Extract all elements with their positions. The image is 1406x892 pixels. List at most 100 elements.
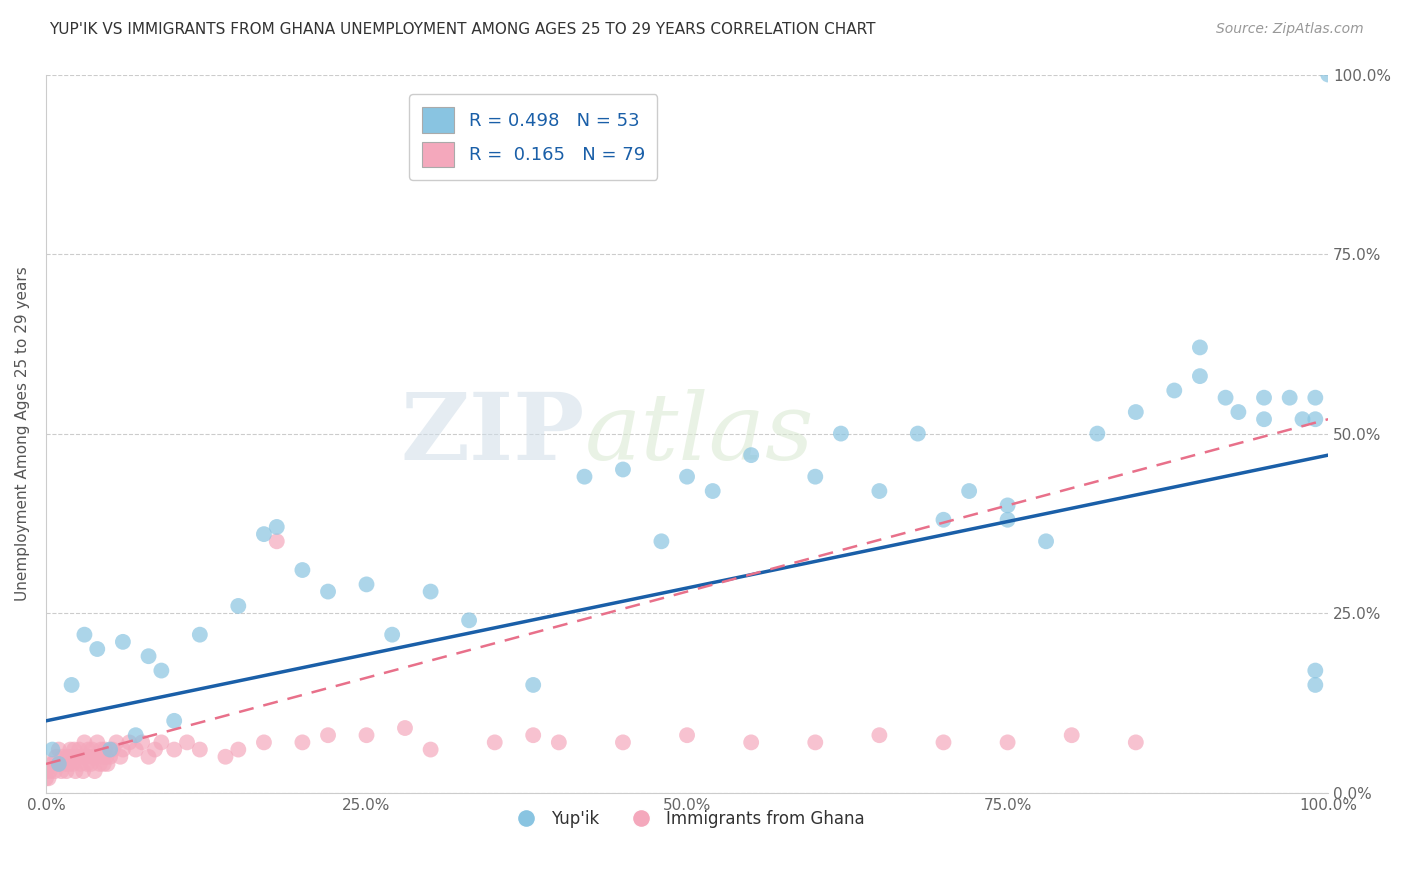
Point: [38, 764, 60, 778]
Point: [1253, 391, 1275, 405]
Point: [1085, 426, 1108, 441]
Point: [458, 613, 481, 627]
Point: [62, 756, 84, 771]
Point: [138, 649, 160, 664]
Point: [830, 426, 852, 441]
Point: [214, 749, 236, 764]
Point: [52, 749, 75, 764]
Point: [997, 735, 1019, 749]
Point: [316, 584, 339, 599]
Point: [110, 749, 132, 764]
Point: [1305, 678, 1327, 692]
Point: [1305, 412, 1327, 426]
Point: [804, 469, 827, 483]
Point: [48, 742, 70, 756]
Point: [60, 749, 83, 764]
Point: [96, 749, 118, 764]
Point: [35, 772, 58, 786]
Point: [138, 749, 160, 764]
Point: [111, 635, 134, 649]
Point: [868, 483, 890, 498]
Point: [1305, 391, 1327, 405]
Point: [38, 772, 60, 786]
Point: [612, 462, 634, 476]
Point: [48, 756, 70, 771]
Point: [176, 735, 198, 749]
Point: [932, 513, 955, 527]
Point: [188, 628, 211, 642]
Point: [131, 735, 153, 749]
Point: [266, 534, 288, 549]
Point: [45, 749, 67, 764]
Point: [125, 742, 148, 756]
Text: Source: ZipAtlas.com: Source: ZipAtlas.com: [1216, 22, 1364, 37]
Point: [35, 756, 58, 771]
Point: [105, 735, 128, 749]
Point: [98, 742, 121, 756]
Point: [98, 749, 121, 764]
Point: [89, 756, 111, 771]
Point: [125, 728, 148, 742]
Point: [101, 742, 124, 756]
Point: [740, 735, 762, 749]
Point: [226, 742, 249, 756]
Point: [1035, 534, 1057, 549]
Point: [957, 483, 980, 498]
Point: [150, 664, 173, 678]
Point: [73, 628, 96, 642]
Point: [77, 742, 100, 756]
Point: [67, 742, 90, 756]
Text: YUP'IK VS IMMIGRANTS FROM GHANA UNEMPLOYMENT AMONG AGES 25 TO 29 YEARS CORRELATI: YUP'IK VS IMMIGRANTS FROM GHANA UNEMPLOY…: [49, 22, 876, 37]
Point: [522, 728, 544, 742]
Point: [804, 735, 827, 749]
Point: [111, 742, 134, 756]
Point: [73, 735, 96, 749]
Text: atlas: atlas: [585, 389, 814, 479]
Point: [1278, 391, 1301, 405]
Point: [676, 728, 699, 742]
Point: [58, 756, 80, 771]
Point: [41, 742, 63, 756]
Point: [676, 469, 699, 483]
Point: [394, 721, 416, 735]
Point: [1188, 369, 1211, 384]
Point: [93, 756, 115, 771]
Point: [82, 742, 104, 756]
Point: [1125, 405, 1147, 419]
Point: [69, 756, 91, 771]
Point: [253, 527, 276, 541]
Point: [59, 742, 82, 756]
Point: [63, 742, 86, 756]
Point: [316, 728, 339, 742]
Point: [419, 584, 441, 599]
Point: [83, 764, 105, 778]
Point: [96, 756, 118, 771]
Point: [997, 499, 1019, 513]
Point: [356, 577, 378, 591]
Point: [266, 520, 288, 534]
Point: [94, 742, 117, 756]
Point: [150, 735, 173, 749]
Point: [44, 764, 66, 778]
Point: [381, 628, 404, 642]
Point: [547, 735, 569, 749]
Point: [86, 642, 108, 657]
Point: [188, 742, 211, 756]
Point: [163, 714, 186, 728]
Point: [65, 764, 87, 778]
Point: [253, 735, 276, 749]
Point: [1227, 405, 1250, 419]
Point: [522, 678, 544, 692]
Y-axis label: Unemployment Among Ages 25 to 29 years: Unemployment Among Ages 25 to 29 years: [15, 266, 30, 601]
Point: [291, 735, 314, 749]
Point: [56, 749, 79, 764]
Point: [740, 448, 762, 462]
Point: [55, 764, 77, 778]
Point: [226, 599, 249, 613]
Point: [702, 483, 724, 498]
Point: [907, 426, 929, 441]
Point: [1317, 68, 1340, 82]
Point: [91, 749, 114, 764]
Point: [60, 678, 83, 692]
Point: [66, 749, 89, 764]
